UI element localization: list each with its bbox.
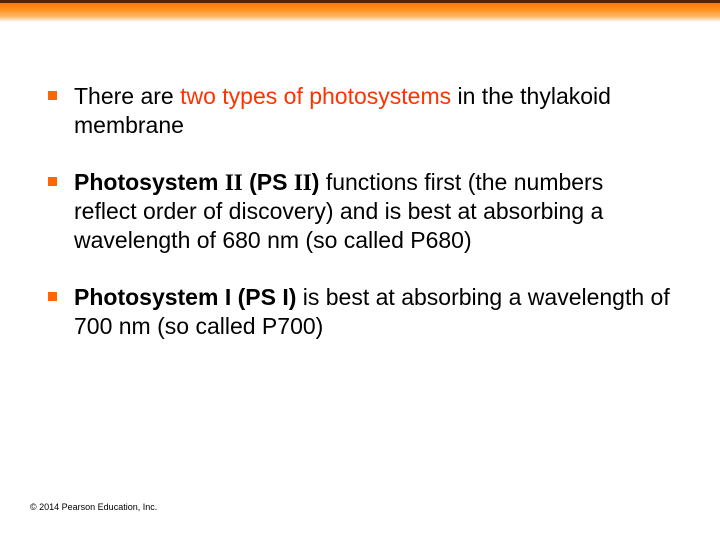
bullet2-b2: (PS: [243, 169, 294, 195]
slide-content: There are two types of photosystems in t…: [0, 22, 720, 340]
copyright-text: © 2014 Pearson Education, Inc.: [30, 502, 157, 512]
bullet2-roman1: II: [225, 170, 243, 195]
bullet2-bold: Photosystem II (PS II): [74, 169, 319, 195]
bullet1-highlight: two types of photosystems: [180, 83, 457, 109]
bullet-item-3: Photosystem I (PS I) is best at absorbin…: [48, 283, 672, 341]
bullet3-bold: Photosystem I (PS I): [74, 284, 296, 310]
top-dark-line: [0, 0, 720, 3]
bullet-list: There are two types of photosystems in t…: [48, 82, 672, 340]
bullet1-pre: There are: [74, 83, 180, 109]
bullet-item-2: Photosystem II (PS II) functions first (…: [48, 168, 672, 255]
top-gradient-bar: [0, 0, 720, 22]
bullet2-roman2: II: [294, 170, 312, 195]
bullet2-b1: Photosystem: [74, 169, 225, 195]
bullet-item-1: There are two types of photosystems in t…: [48, 82, 672, 140]
